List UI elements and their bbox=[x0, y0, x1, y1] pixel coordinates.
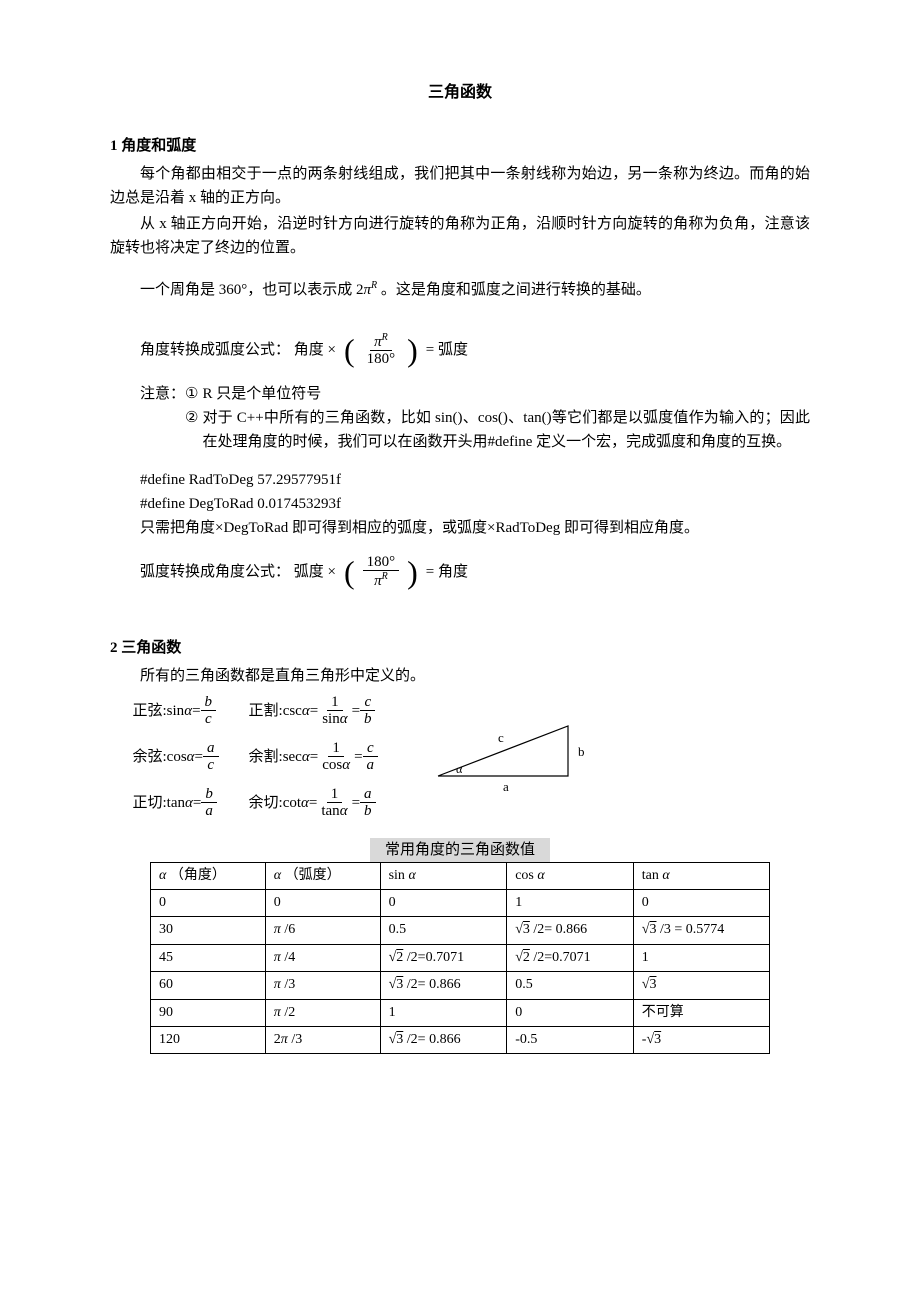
note1-num: ① bbox=[185, 382, 198, 406]
table-header: tan α bbox=[633, 862, 769, 889]
rparen-icon: ) bbox=[407, 334, 418, 366]
trig-row-tan: 正切:tanα = ba bbox=[133, 786, 219, 820]
table-cell: √3 /2= 0.866 bbox=[507, 917, 634, 944]
table-cell: 0.5 bbox=[507, 972, 634, 999]
formula-rad-to-deg: 弧度转换成角度公式： 弧度 × ( 180° πR ) = 角度 bbox=[140, 554, 810, 590]
table-cell: -0.5 bbox=[507, 1026, 634, 1053]
code-line-3: 只需把角度×DegToRad 即可得到相应的弧度，或弧度×RadToDeg 即可… bbox=[140, 516, 810, 540]
lparen-icon: ( bbox=[344, 334, 355, 366]
tri-label-b: b bbox=[578, 744, 585, 759]
formula1-lead: 角度转换成弧度公式： 角度 × bbox=[140, 338, 336, 362]
tri-label-a: a bbox=[503, 779, 509, 794]
table-row: 90π /210不可算 bbox=[151, 999, 770, 1026]
lparen-icon-2: ( bbox=[344, 556, 355, 588]
formula-deg-to-rad: 角度转换成弧度公式： 角度 × ( πR 180° ) = 弧度 bbox=[140, 332, 810, 368]
table-cell: π /4 bbox=[265, 944, 380, 971]
table-cell: 60 bbox=[151, 972, 266, 999]
table-cell: 90 bbox=[151, 999, 266, 1026]
table-cell: 0 bbox=[380, 889, 507, 916]
fraction-180-over-pi: 180° πR bbox=[363, 554, 400, 590]
tri-label-alpha: α bbox=[456, 762, 463, 776]
table-cell: π /6 bbox=[265, 917, 380, 944]
s1-para-3: 一个周角是 360°，也可以表示成 2πR 。这是角度和弧度之间进行转换的基础。 bbox=[110, 278, 810, 302]
table-cell: 1 bbox=[507, 889, 634, 916]
note2-num: ② bbox=[185, 406, 198, 430]
table-cell: √3 /3 = 0.5774 bbox=[633, 917, 769, 944]
two-pi-r: 2πR bbox=[356, 282, 377, 298]
table-row: 1202π /3√3 /2= 0.866-0.5-√3 bbox=[151, 1026, 770, 1053]
table-cell: 1 bbox=[380, 999, 507, 1026]
table-row: 30π /60.5√3 /2= 0.866√3 /3 = 0.5774 bbox=[151, 917, 770, 944]
table-cell: 2π /3 bbox=[265, 1026, 380, 1053]
formula2-tail: = 角度 bbox=[426, 560, 468, 584]
table-cell: 45 bbox=[151, 944, 266, 971]
table-row: 45π /4√2 /2=0.7071√2 /2=0.70711 bbox=[151, 944, 770, 971]
trig-row-cot: 余切:cotα = 1tanα = ab bbox=[249, 786, 379, 820]
formula1-tail: = 弧度 bbox=[426, 338, 468, 362]
note1-text: R 只是个单位符号 bbox=[202, 382, 810, 406]
table-header: sin α bbox=[380, 862, 507, 889]
table-cell: √2 /2=0.7071 bbox=[507, 944, 634, 971]
table-header: α （弧度） bbox=[265, 862, 380, 889]
trig-row-cos: 余弦:cosα = ac bbox=[133, 740, 219, 774]
table-cell: √3 bbox=[633, 972, 769, 999]
tri-label-c: c bbox=[498, 730, 504, 745]
table-cell: √2 /2=0.7071 bbox=[380, 944, 507, 971]
code-line-2: #define DegToRad 0.017453293f bbox=[140, 492, 810, 516]
table-cell: 不可算 bbox=[633, 999, 769, 1026]
rparen-icon-2: ) bbox=[407, 556, 418, 588]
table-cell: 30 bbox=[151, 917, 266, 944]
s2-para-1: 所有的三角函数都是直角三角形中定义的。 bbox=[110, 664, 810, 688]
trig-row-sec: 余割:secα = 1cosα = ca bbox=[249, 740, 379, 774]
fraction-pi-over-180: πR 180° bbox=[363, 332, 400, 368]
right-triangle-diagram: c b a α bbox=[418, 706, 598, 804]
table-cell: π /2 bbox=[265, 999, 380, 1026]
code-line-1: #define RadToDeg 57.29577951f bbox=[140, 468, 810, 492]
formula2-lead: 弧度转换成角度公式： 弧度 × bbox=[140, 560, 336, 584]
table-row: 00010 bbox=[151, 889, 770, 916]
table-cell: 0 bbox=[265, 889, 380, 916]
section-2-head: 2 三角函数 bbox=[110, 636, 810, 660]
table-cell: √3 /2= 0.866 bbox=[380, 972, 507, 999]
table-cell: 0 bbox=[507, 999, 634, 1026]
trig-values-table: α （角度）α （弧度）sin αcos αtan α 0001030π /60… bbox=[150, 862, 770, 1055]
trig-row-csc: 正割:cscα = 1sinα = cb bbox=[249, 694, 379, 728]
table-header: cos α bbox=[507, 862, 634, 889]
table-cell: √3 /2= 0.866 bbox=[380, 1026, 507, 1053]
trig-definitions: 正弦:sinα = bc 余弦:cosα = ac 正切:tanα = ba 正割:… bbox=[133, 694, 811, 820]
table-cell: 1 bbox=[633, 944, 769, 971]
table-cell: 0 bbox=[151, 889, 266, 916]
note-block: 注意： ① R 只是个单位符号 ② 对于 C++中所有的三角函数，比如 sin(… bbox=[140, 382, 810, 454]
s1-para-2: 从 x 轴正方向开始，沿逆时针方向进行旋转的角称为正角，沿顺时针方向旋转的角称为… bbox=[110, 212, 810, 260]
s1-p3b: 。这是角度和弧度之间进行转换的基础。 bbox=[381, 282, 651, 298]
table-cell: -√3 bbox=[633, 1026, 769, 1053]
page-title: 三角函数 bbox=[110, 80, 810, 106]
note-lead: 注意： bbox=[140, 382, 185, 406]
trig-row-sin: 正弦:sinα = bc bbox=[133, 694, 219, 728]
table-cell: 120 bbox=[151, 1026, 266, 1053]
s1-para-1: 每个角都由相交于一点的两条射线组成，我们把其中一条射线称为始边，另一条称为终边。… bbox=[110, 162, 810, 210]
table-row: 60π /3√3 /2= 0.8660.5√3 bbox=[151, 972, 770, 999]
s1-p3a: 一个周角是 360°，也可以表示成 bbox=[140, 282, 352, 298]
table-caption: 常用角度的三角函数值 bbox=[370, 838, 550, 862]
table-cell: 0.5 bbox=[380, 917, 507, 944]
table-cell: 0 bbox=[633, 889, 769, 916]
table-cell: π /3 bbox=[265, 972, 380, 999]
section-1-head: 1 角度和弧度 bbox=[110, 134, 810, 158]
note2-text: 对于 C++中所有的三角函数，比如 sin()、cos()、tan()等它们都是… bbox=[202, 406, 810, 454]
table-header: α （角度） bbox=[151, 862, 266, 889]
triangle-icon: c b a α bbox=[418, 706, 598, 796]
